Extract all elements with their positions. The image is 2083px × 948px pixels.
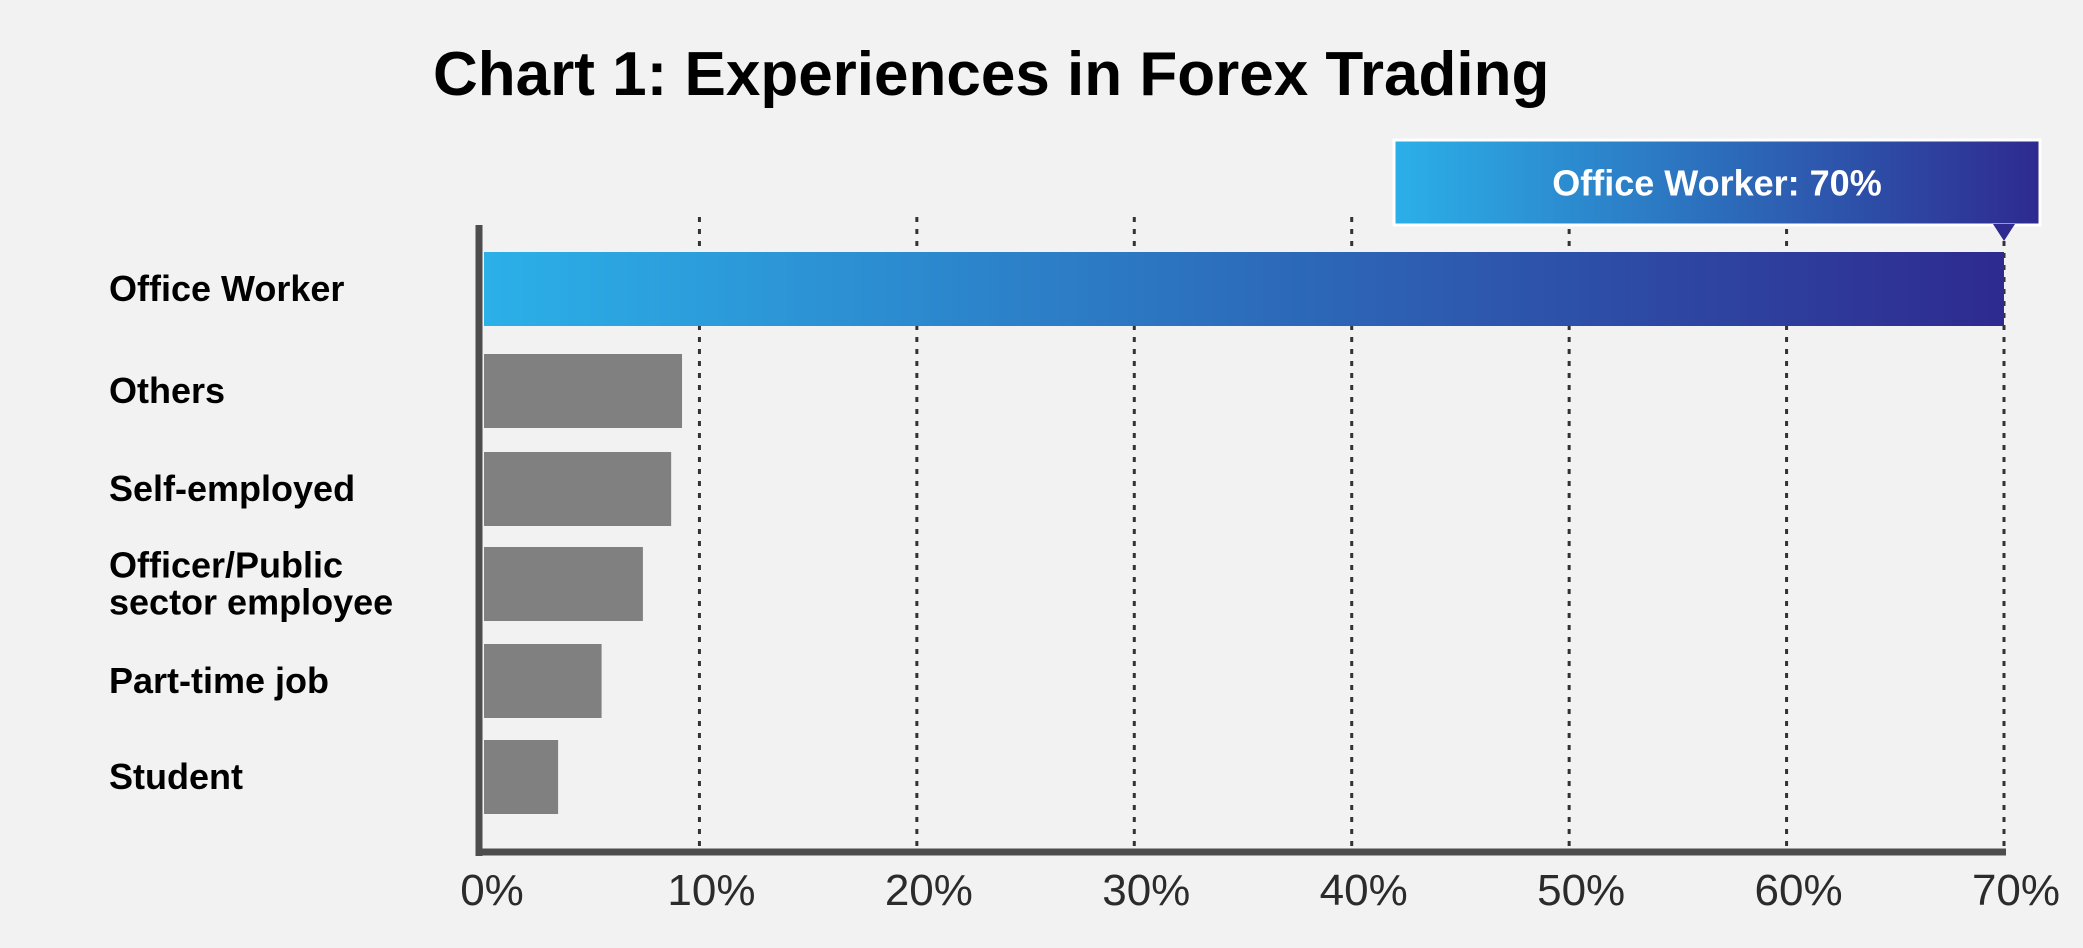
bar-part-time-job [484, 644, 602, 718]
callout-box: Office Worker: 70% [1392, 138, 2042, 241]
x-tick-label: 70% [1972, 866, 2060, 915]
x-tick-label: 30% [1102, 866, 1190, 915]
bars [484, 252, 2004, 814]
callout-label: Office Worker: 70% [1552, 163, 1881, 204]
category-label: Self-employed [109, 468, 355, 509]
x-tick-label: 20% [885, 866, 973, 915]
category-label: Office Worker [109, 268, 344, 309]
x-tick-label: 10% [667, 866, 755, 915]
callout-pointer [1993, 224, 2015, 241]
callout-background [1392, 138, 2042, 227]
x-tick-label: 40% [1320, 866, 1408, 915]
category-label: Officer/Public [109, 545, 343, 586]
category-label: Others [109, 370, 225, 411]
bar-officer-public-sector-employee [484, 547, 643, 621]
x-tick-label: 0% [460, 866, 524, 915]
x-tick-label: 50% [1537, 866, 1625, 915]
category-label: Student [109, 756, 243, 797]
category-label: sector employee [109, 582, 393, 623]
chart-title: Chart 1: Experiences in Forex Trading [433, 40, 1549, 109]
bar-office-worker [484, 252, 2004, 326]
highlight-callout: Office Worker: 70% [1392, 138, 2042, 241]
category-label: Part-time job [109, 660, 329, 701]
x-tick-labels: 0% 10% 20% 30% 40% 50% 60% 70% [460, 866, 2060, 915]
grid-lines [697, 217, 2006, 852]
x-tick-label: 60% [1755, 866, 1843, 915]
bar-student [484, 740, 559, 814]
category-labels: Office Worker Others Self-employed Officer/… [109, 268, 393, 797]
bar-others [484, 354, 683, 428]
bar-self-employed [484, 452, 672, 526]
axes [475, 225, 2006, 856]
